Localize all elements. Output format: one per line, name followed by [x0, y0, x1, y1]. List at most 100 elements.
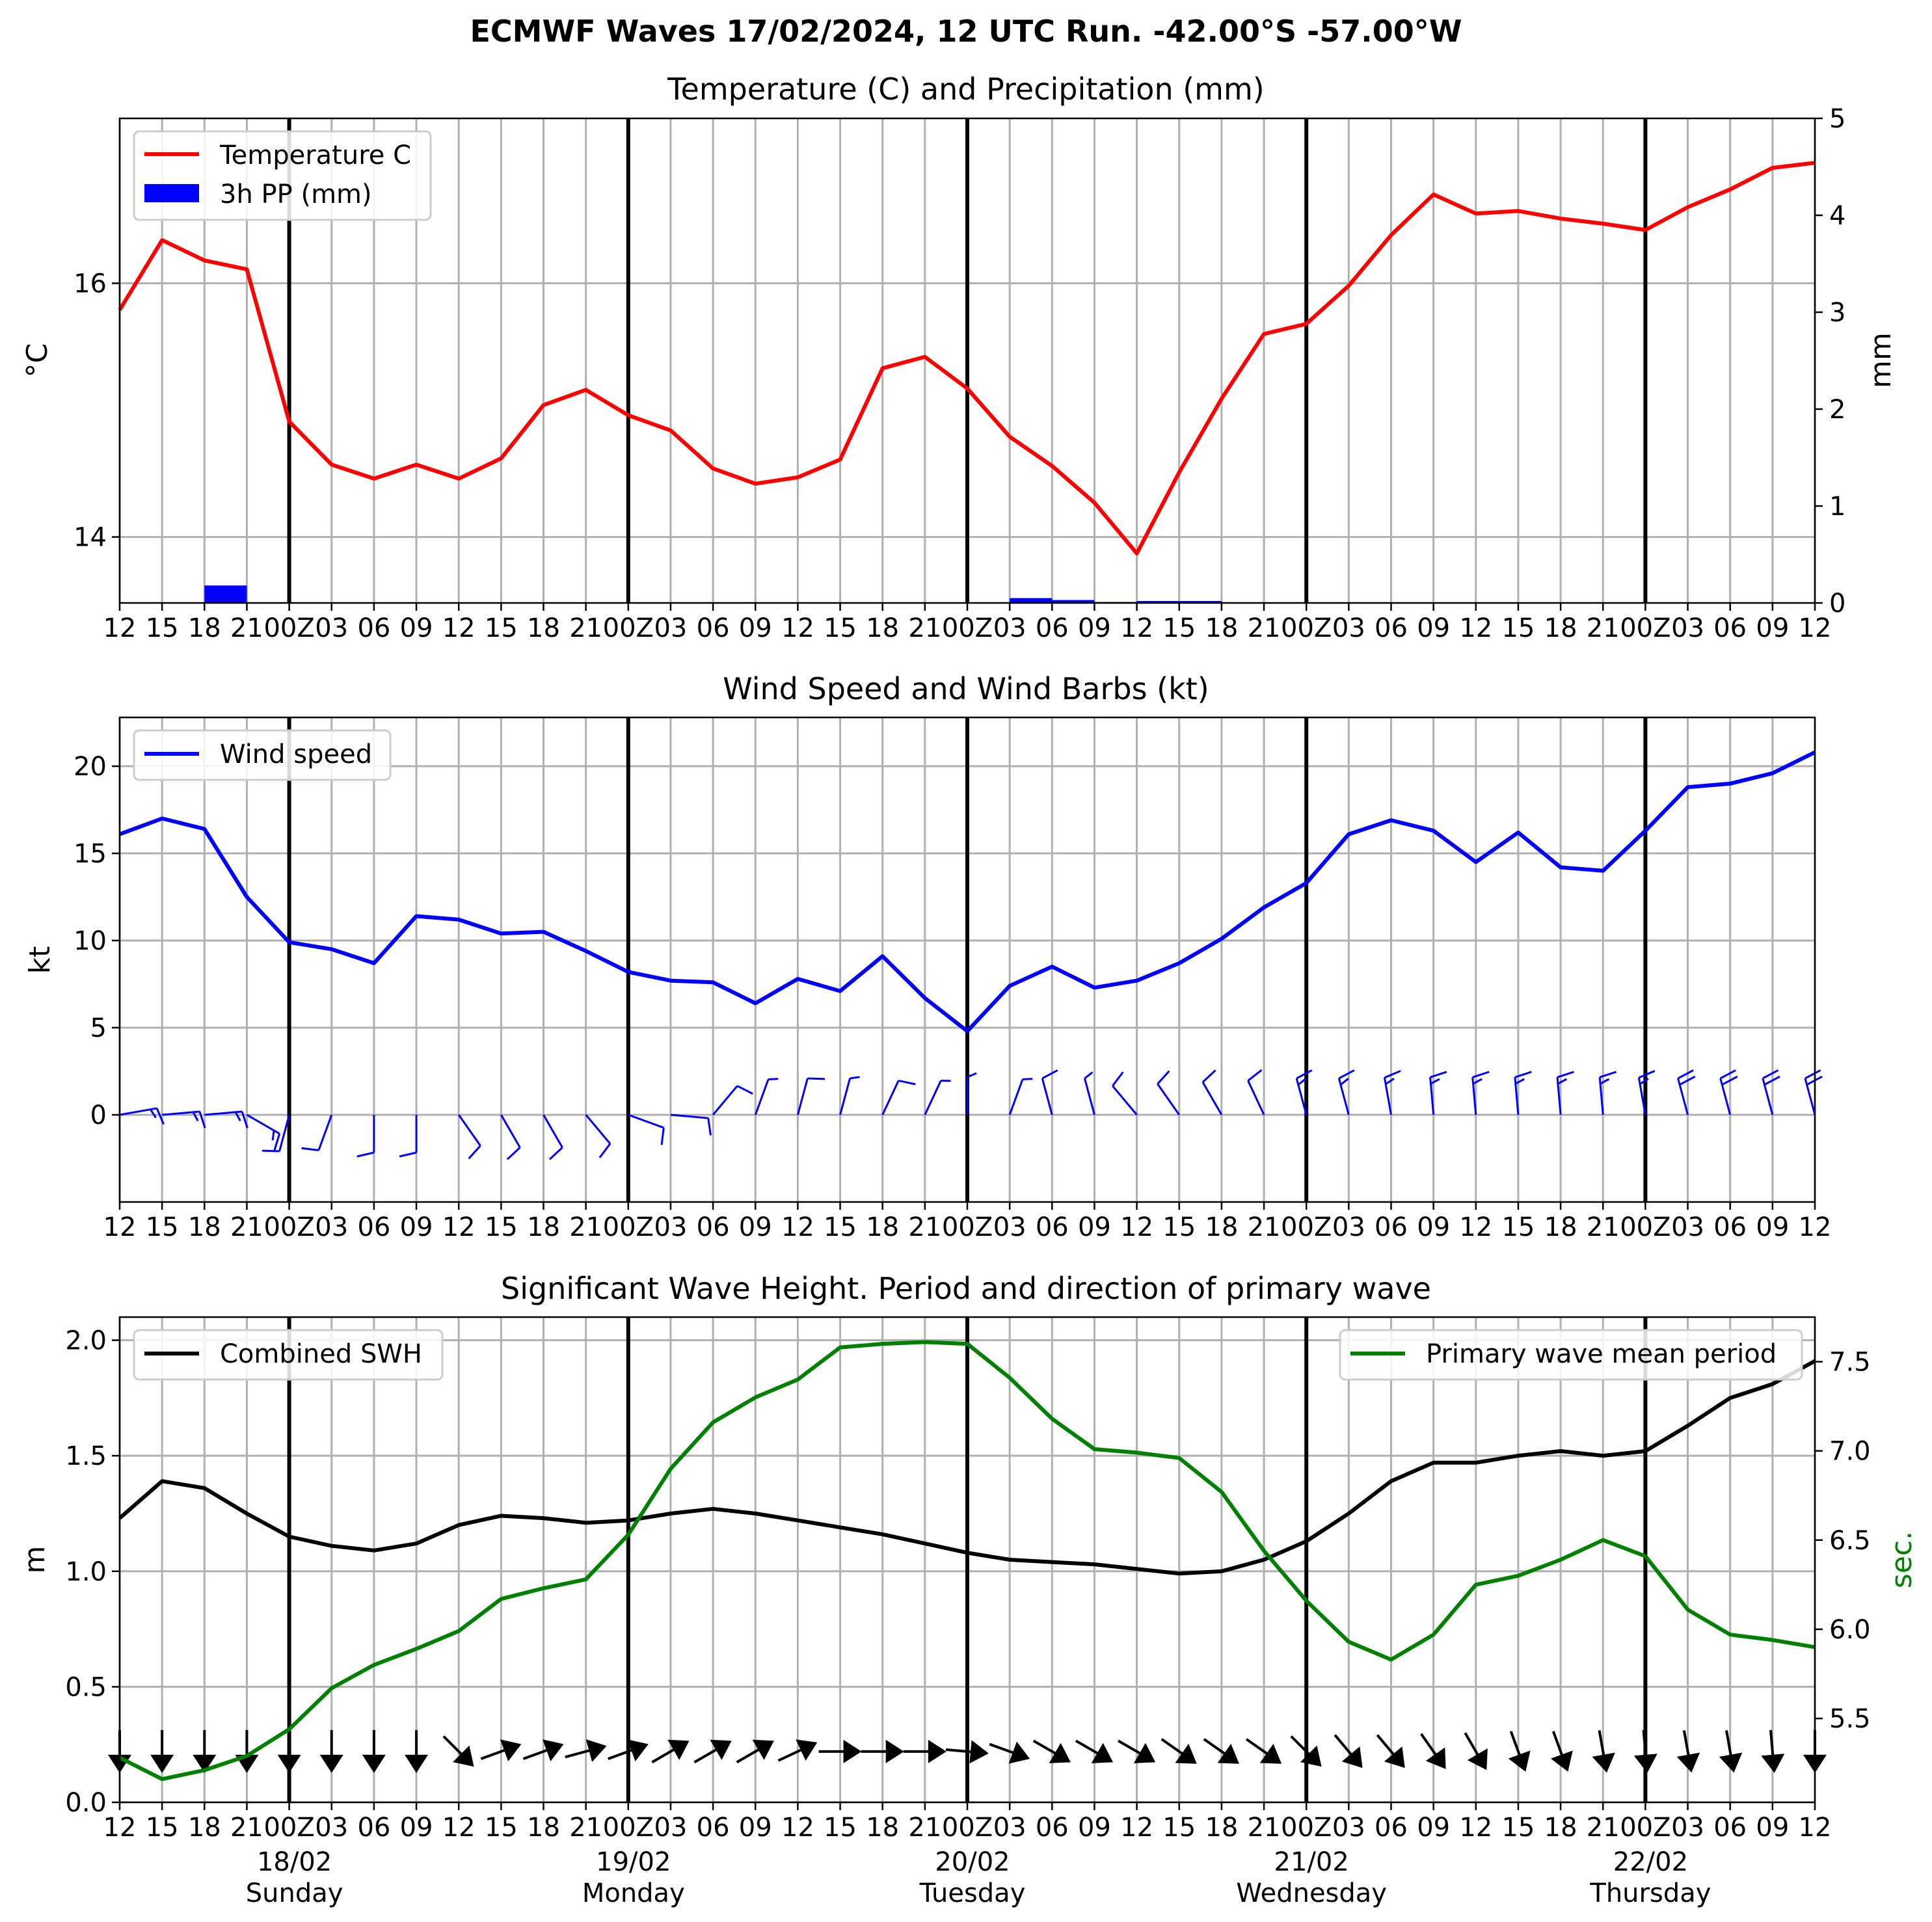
wind-barb-flag: [898, 1079, 916, 1086]
wave-xtick-label: 18: [188, 1813, 221, 1843]
wind-barb-flag: [807, 1077, 825, 1080]
wave-xtick-label: 06: [1036, 1813, 1069, 1843]
wave-xtick-label: 00Z: [942, 1813, 993, 1843]
wind-xtick-label: 21: [569, 1212, 602, 1242]
wave-direction-arrow: [777, 1739, 818, 1762]
wind-y-ticks: 0 5 10 15 20: [74, 752, 120, 1130]
temp-xtick-label: 09: [400, 613, 433, 643]
temp-ytick-right-label: 0: [1829, 589, 1845, 619]
wind-xtick-label: 21: [230, 1212, 263, 1242]
wave-arrow-head: [1008, 1741, 1030, 1764]
wave-direction-arrow: [1464, 1732, 1488, 1770]
day-name-label: Tuesday: [919, 1878, 1026, 1908]
wave-panel: Significant Wave Height. Period and dire…: [18, 1271, 1918, 1908]
wind-xtick-label: 09: [739, 1212, 772, 1242]
wave-direction-arrow: [945, 1740, 989, 1764]
wind-xtick-label: 06: [357, 1212, 390, 1242]
wave-direction-arrow: [1118, 1739, 1156, 1763]
wave-arrow-head: [1676, 1752, 1700, 1773]
wind-xtick-label: 18: [188, 1212, 221, 1242]
temp-xtick-label: 03: [993, 613, 1026, 643]
wind-barb: [1247, 1069, 1265, 1115]
temperature-series: [118, 161, 1816, 555]
temp-xtick-label: 00Z: [1620, 613, 1670, 643]
wind-panel-title: Wind Speed and Wind Barbs (kt): [723, 671, 1209, 706]
swh-legend: Combined SWH: [133, 1329, 444, 1381]
wind-barb: [585, 1114, 611, 1158]
wind-barb: [1429, 1071, 1447, 1115]
wind-x-ticks: 12 15 18 21 00Z 03 06 09 12 15 18 21 00Z 03 06 09 12 15 18…: [103, 1202, 1831, 1242]
wave-ytick-label: 1.0: [65, 1557, 107, 1587]
wave-direction-arrow: [989, 1741, 1030, 1764]
swh-y-axis-label: m: [18, 1546, 51, 1574]
wave-arrow-head: [1259, 1743, 1282, 1764]
temperature-y-axis-label: °C: [21, 343, 54, 378]
temp-xtick-label: 12: [442, 613, 476, 643]
wind-barb-shaft: [839, 1078, 852, 1115]
wave-direction-arrow: [1203, 1738, 1239, 1764]
wave-arrow-head: [150, 1754, 174, 1773]
wave-direction-arrow: [1633, 1729, 1657, 1773]
day-name-label: Wednesday: [1236, 1878, 1387, 1908]
wind-barb: [246, 1114, 281, 1151]
wind-barb: [1383, 1070, 1401, 1115]
wind-xtick-label: 21: [908, 1212, 941, 1242]
wind-barb: [1337, 1069, 1355, 1115]
temp-ytick-right-label: 5: [1829, 104, 1845, 134]
day-date-label: 19/02: [596, 1847, 671, 1877]
period-legend: Primary wave mean period: [1339, 1329, 1803, 1381]
temp-xtick-label: 15: [1501, 613, 1535, 643]
wave-xtick-label: 09: [400, 1813, 433, 1843]
wind-xtick-label: 15: [1501, 1212, 1535, 1242]
wave-xtick-label: 06: [357, 1813, 390, 1843]
wind-barb: [754, 1078, 779, 1115]
wave-xtick-label: 00Z: [603, 1813, 654, 1843]
wave-xtick-label: 21: [1248, 1813, 1281, 1843]
wind-barb-flag: [1296, 1069, 1313, 1080]
wind-barb: [1514, 1071, 1532, 1115]
wave-arrow-head: [1467, 1748, 1488, 1770]
wave-arrow-head: [885, 1739, 904, 1763]
wind-barb-shaft: [278, 1114, 291, 1152]
temp-xtick-label: 12: [1120, 613, 1153, 643]
temp-xtick-label: 18: [866, 613, 899, 643]
wave-direction-arrow: [1032, 1739, 1071, 1763]
precipitation-bar: [204, 585, 247, 603]
wind-xtick-label: 12: [781, 1212, 814, 1242]
wave-direction-arrow: [1550, 1731, 1573, 1772]
wind-legend: Wind speed: [133, 729, 392, 781]
wind-xtick-label: 18: [1544, 1212, 1577, 1242]
wind-barb-shaft: [317, 1114, 333, 1151]
wind-barb: [543, 1114, 563, 1160]
wind-barb-flag: [1339, 1078, 1349, 1086]
wave-xtick-label: 06: [697, 1813, 730, 1843]
wind-barb: [1719, 1069, 1738, 1115]
wave-xtick-label: 15: [824, 1813, 857, 1843]
wave-xtick-label: 03: [315, 1813, 348, 1843]
wave-xtick-label: 06: [1713, 1813, 1747, 1843]
wind-barb: [1598, 1071, 1617, 1115]
wind-barb-flag: [241, 1111, 248, 1128]
wind-xtick-label: 18: [527, 1212, 560, 1242]
temp-xtick-label: 12: [1459, 613, 1492, 643]
wave-arrow-head: [710, 1739, 732, 1760]
temp-xtick-label: 06: [697, 613, 730, 643]
wind-xtick-label: 21: [1587, 1212, 1620, 1242]
wind-barb-flag: [1157, 1070, 1170, 1085]
wind-barb-flag: [1201, 1069, 1216, 1083]
wind-barb-flag: [1385, 1078, 1395, 1085]
temp-ytick-right-label: 4: [1829, 201, 1845, 231]
wave-direction-arrow: [651, 1739, 690, 1764]
wind-barb: [1804, 1069, 1823, 1115]
wave-arrow-head: [500, 1739, 522, 1762]
precipitation-y-axis-label: mm: [1864, 332, 1898, 388]
temperature-precipitation-panel: Temperature (C) and Precipitation (mm) 1…: [21, 72, 1898, 643]
wind-barb-flag: [736, 1085, 753, 1095]
wind-barb-flag: [356, 1151, 375, 1158]
wave-ytick-right-label: 6.0: [1829, 1615, 1871, 1645]
wind-barb-flag: [660, 1127, 665, 1145]
wind-barb-flag: [1638, 1070, 1656, 1079]
wave-xtick-label: 09: [739, 1813, 772, 1843]
wind-barb-shaft: [628, 1114, 664, 1129]
temp-xtick-label: 00Z: [1281, 613, 1332, 643]
